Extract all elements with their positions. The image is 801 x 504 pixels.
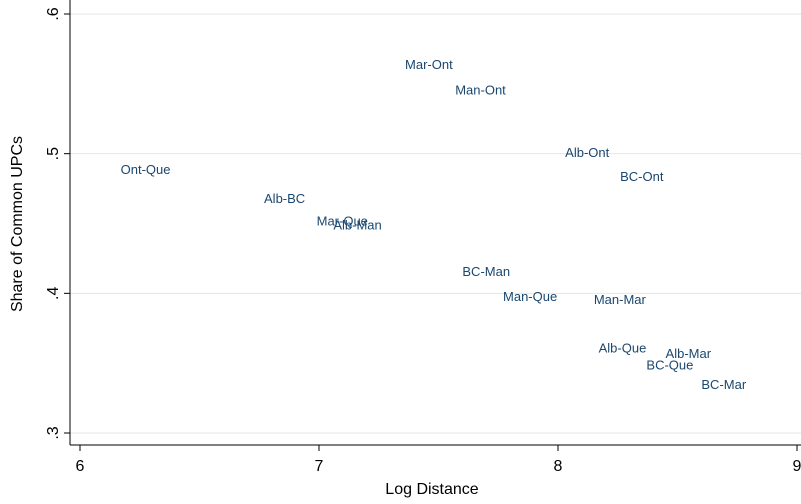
point-label: Ont-Que: [121, 162, 171, 177]
y-tick-label: .5: [45, 147, 62, 160]
point-label: BC-Mar: [701, 377, 746, 392]
y-tick-label: .6: [45, 7, 62, 20]
x-tick-label: 6: [76, 458, 85, 475]
y-tick-label: .3: [45, 426, 62, 439]
point-label: BC-Man: [462, 264, 510, 279]
x-axis-title: Log Distance: [385, 481, 478, 498]
x-tick-label: 7: [315, 458, 324, 475]
y-tick-label: .4: [45, 287, 62, 300]
point-label: Alb-Que: [599, 341, 647, 356]
point-label: BC-Que: [646, 357, 693, 372]
x-tick-label: 9: [793, 458, 801, 475]
point-label: Mar-Que: [317, 214, 368, 229]
y-axis-title: Share of Common UPCs: [9, 136, 26, 312]
point-label: Mar-Ont: [405, 57, 453, 72]
point-label: Man-Mar: [594, 292, 647, 307]
point-label: Alb-Ont: [565, 145, 609, 160]
point-label: Alb-Man: [333, 218, 381, 233]
point-label: Man-Ont: [455, 82, 506, 97]
x-tick-label: 8: [554, 458, 563, 475]
point-label: BC-Ont: [620, 169, 664, 184]
point-label: Alb-Mar: [666, 346, 712, 361]
point-label: Man-Que: [503, 289, 557, 304]
point-label: Alb-BC: [264, 191, 305, 206]
